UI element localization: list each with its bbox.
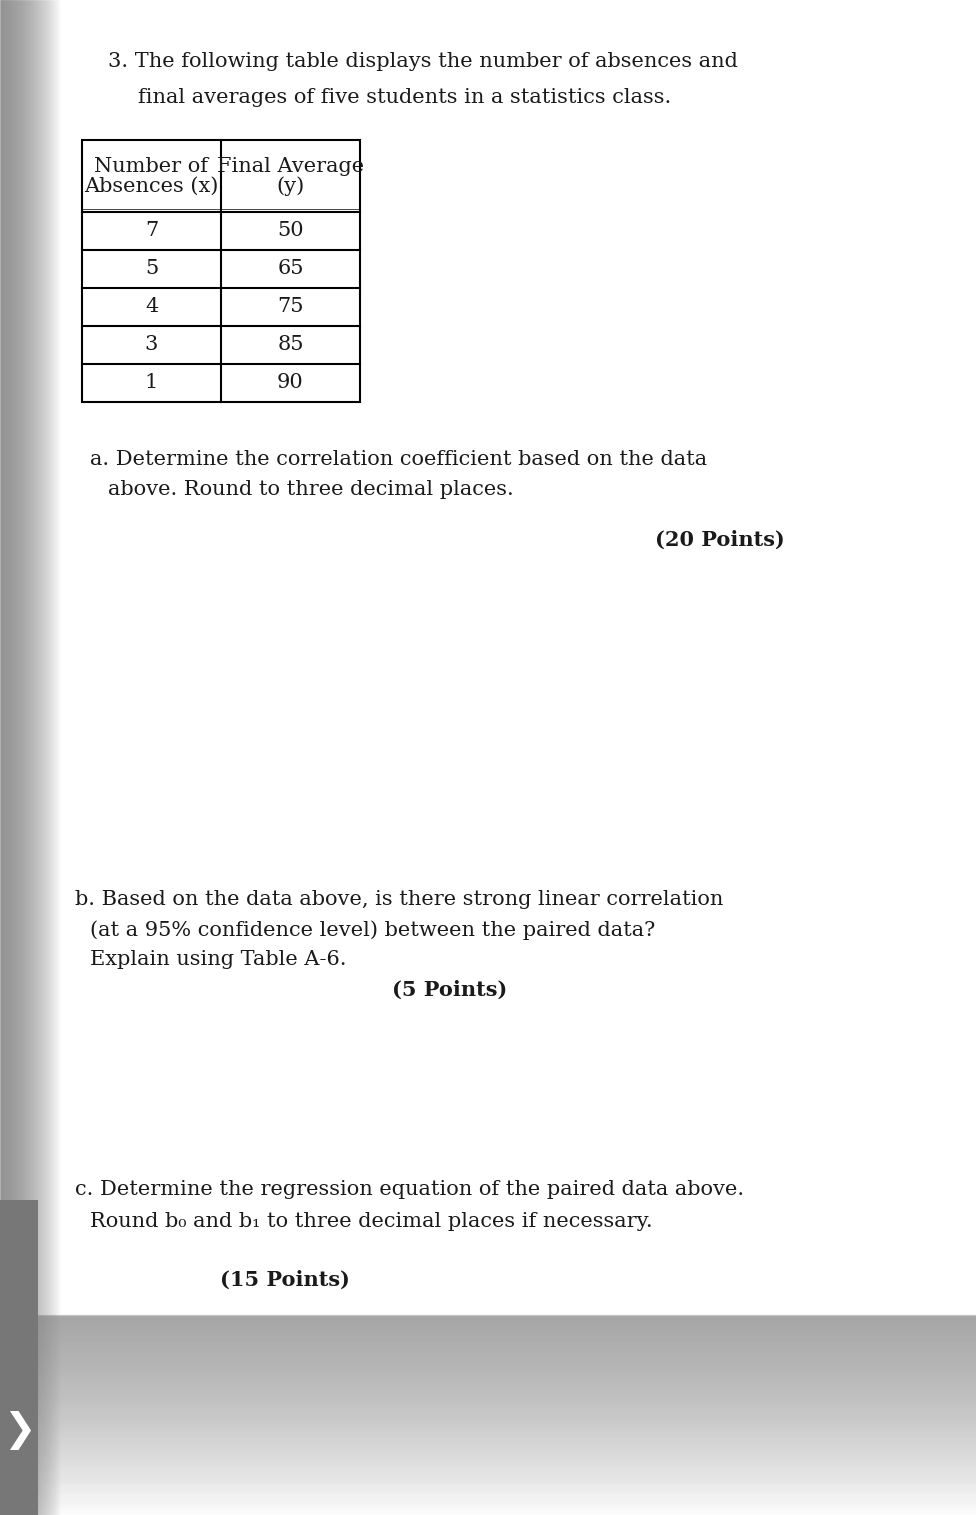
Text: c. Determine the regression equation of the paired data above.: c. Determine the regression equation of …: [75, 1180, 744, 1198]
Bar: [8, 0, 9, 1515]
Text: (at a 95% confidence level) between the paired data?: (at a 95% confidence level) between the …: [90, 920, 655, 939]
Bar: [6, 0, 7, 1515]
Bar: [28, 0, 29, 1515]
Bar: [7, 0, 8, 1515]
Bar: [38, 0, 39, 1515]
Text: 7: 7: [144, 221, 158, 241]
Bar: [16, 0, 17, 1515]
Text: Final Average: Final Average: [217, 156, 364, 176]
Bar: [50, 0, 51, 1515]
Text: ❯: ❯: [3, 1410, 35, 1450]
Bar: [56, 0, 57, 1515]
Bar: [33, 0, 34, 1515]
Text: 90: 90: [277, 374, 304, 392]
Bar: [10, 0, 11, 1515]
Bar: [54, 0, 55, 1515]
Text: Number of: Number of: [95, 156, 209, 176]
Bar: [44, 0, 45, 1515]
Text: 75: 75: [277, 297, 304, 317]
Bar: [82, 139, 360, 401]
Text: 5: 5: [144, 259, 158, 279]
Bar: [17, 0, 18, 1515]
Bar: [18, 0, 19, 1515]
Bar: [22, 0, 23, 1515]
Bar: [43, 0, 44, 1515]
Text: final averages of five students in a statistics class.: final averages of five students in a sta…: [138, 88, 671, 108]
Bar: [35, 0, 36, 1515]
Bar: [27, 0, 28, 1515]
Bar: [29, 0, 30, 1515]
Text: Round b₀ and b₁ to three decimal places if necessary.: Round b₀ and b₁ to three decimal places …: [90, 1212, 653, 1232]
Bar: [23, 0, 24, 1515]
Bar: [3, 0, 4, 1515]
Bar: [0, 0, 1, 1515]
Bar: [15, 0, 16, 1515]
Bar: [24, 0, 25, 1515]
Bar: [21, 0, 22, 1515]
Bar: [39, 0, 40, 1515]
Bar: [25, 0, 26, 1515]
Bar: [47, 0, 48, 1515]
Bar: [5, 0, 6, 1515]
Text: 65: 65: [277, 259, 304, 279]
Bar: [51, 0, 52, 1515]
Bar: [57, 0, 58, 1515]
Bar: [20, 0, 21, 1515]
Bar: [26, 0, 27, 1515]
Bar: [52, 0, 53, 1515]
Bar: [36, 0, 37, 1515]
Bar: [12, 0, 13, 1515]
Bar: [13, 0, 14, 1515]
Bar: [2, 0, 3, 1515]
Text: 85: 85: [277, 335, 304, 355]
Text: Absences (x): Absences (x): [84, 177, 219, 195]
Bar: [42, 0, 43, 1515]
Bar: [0, 1200, 38, 1515]
Bar: [14, 0, 15, 1515]
Bar: [48, 0, 49, 1515]
Bar: [4, 0, 5, 1515]
Text: 50: 50: [277, 221, 304, 241]
Bar: [19, 0, 20, 1515]
Text: Explain using Table A-6.: Explain using Table A-6.: [90, 950, 346, 970]
Text: above. Round to three decimal places.: above. Round to three decimal places.: [108, 480, 513, 498]
Bar: [32, 0, 33, 1515]
Text: 1: 1: [144, 374, 158, 392]
Bar: [49, 0, 50, 1515]
Bar: [31, 0, 32, 1515]
Text: 3. The following table displays the number of absences and: 3. The following table displays the numb…: [108, 52, 738, 71]
Text: (15 Points): (15 Points): [220, 1270, 349, 1289]
Text: 3: 3: [144, 335, 158, 355]
Bar: [41, 0, 42, 1515]
Text: (20 Points): (20 Points): [655, 530, 785, 550]
Bar: [55, 0, 56, 1515]
Bar: [34, 0, 35, 1515]
Text: (y): (y): [276, 176, 305, 195]
Bar: [30, 0, 31, 1515]
Bar: [58, 0, 59, 1515]
Bar: [37, 0, 38, 1515]
Bar: [9, 0, 10, 1515]
Bar: [45, 0, 46, 1515]
Text: b. Based on the data above, is there strong linear correlation: b. Based on the data above, is there str…: [75, 889, 723, 909]
Text: 4: 4: [144, 297, 158, 317]
Text: (5 Points): (5 Points): [392, 980, 508, 1000]
Bar: [1, 0, 2, 1515]
Bar: [46, 0, 47, 1515]
Text: a. Determine the correlation coefficient based on the data: a. Determine the correlation coefficient…: [90, 450, 708, 470]
Bar: [59, 0, 60, 1515]
Bar: [40, 0, 41, 1515]
Bar: [53, 0, 54, 1515]
Bar: [11, 0, 12, 1515]
